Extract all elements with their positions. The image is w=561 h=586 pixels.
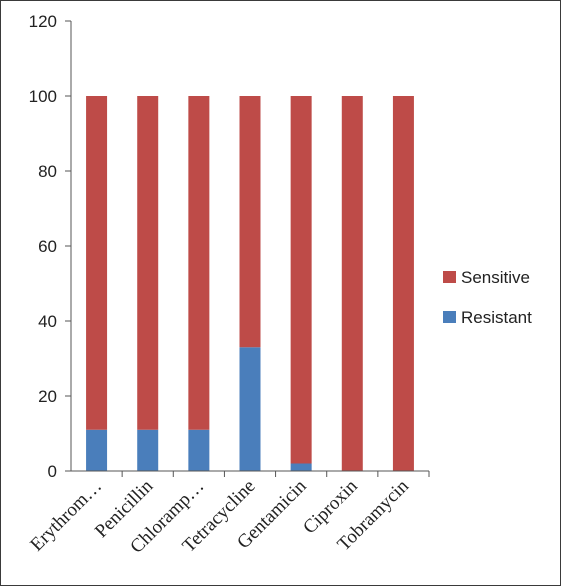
legend-swatch-sensitive xyxy=(443,271,456,283)
bar-sensitive-3 xyxy=(239,96,261,348)
bar-sensitive-5 xyxy=(341,96,363,471)
bars xyxy=(86,96,414,471)
bar-resistant-3 xyxy=(239,347,261,471)
legend-label-sensitive: Sensitive xyxy=(461,268,530,287)
bar-sensitive-2 xyxy=(188,96,210,430)
bar-resistant-0 xyxy=(86,429,108,471)
bar-resistant-4 xyxy=(290,463,312,471)
y-tick-label: 0 xyxy=(48,462,57,481)
y-tick-label: 100 xyxy=(29,87,57,106)
bar-sensitive-0 xyxy=(86,96,108,430)
y-tick-label: 60 xyxy=(38,237,57,256)
y-tick-label: 120 xyxy=(29,12,57,31)
legend: Sensitive Resistant xyxy=(443,268,532,327)
bar-resistant-2 xyxy=(188,429,210,471)
y-tick-label: 40 xyxy=(38,312,57,331)
bar-sensitive-1 xyxy=(137,96,159,430)
legend-label-resistant: Resistant xyxy=(461,308,532,327)
x-axis: Erythrom…PenicillinChloramp…Tetracycline… xyxy=(26,470,430,558)
y-axis: 0 20 40 60 80 100 120 xyxy=(29,12,72,481)
bar-resistant-1 xyxy=(137,429,159,471)
bar-sensitive-6 xyxy=(392,96,414,471)
bar-sensitive-4 xyxy=(290,96,312,464)
y-tick-label: 20 xyxy=(38,387,57,406)
y-tick-label: 80 xyxy=(38,162,57,181)
x-category-label: Erythrom… xyxy=(26,476,106,556)
legend-swatch-resistant xyxy=(443,311,456,323)
